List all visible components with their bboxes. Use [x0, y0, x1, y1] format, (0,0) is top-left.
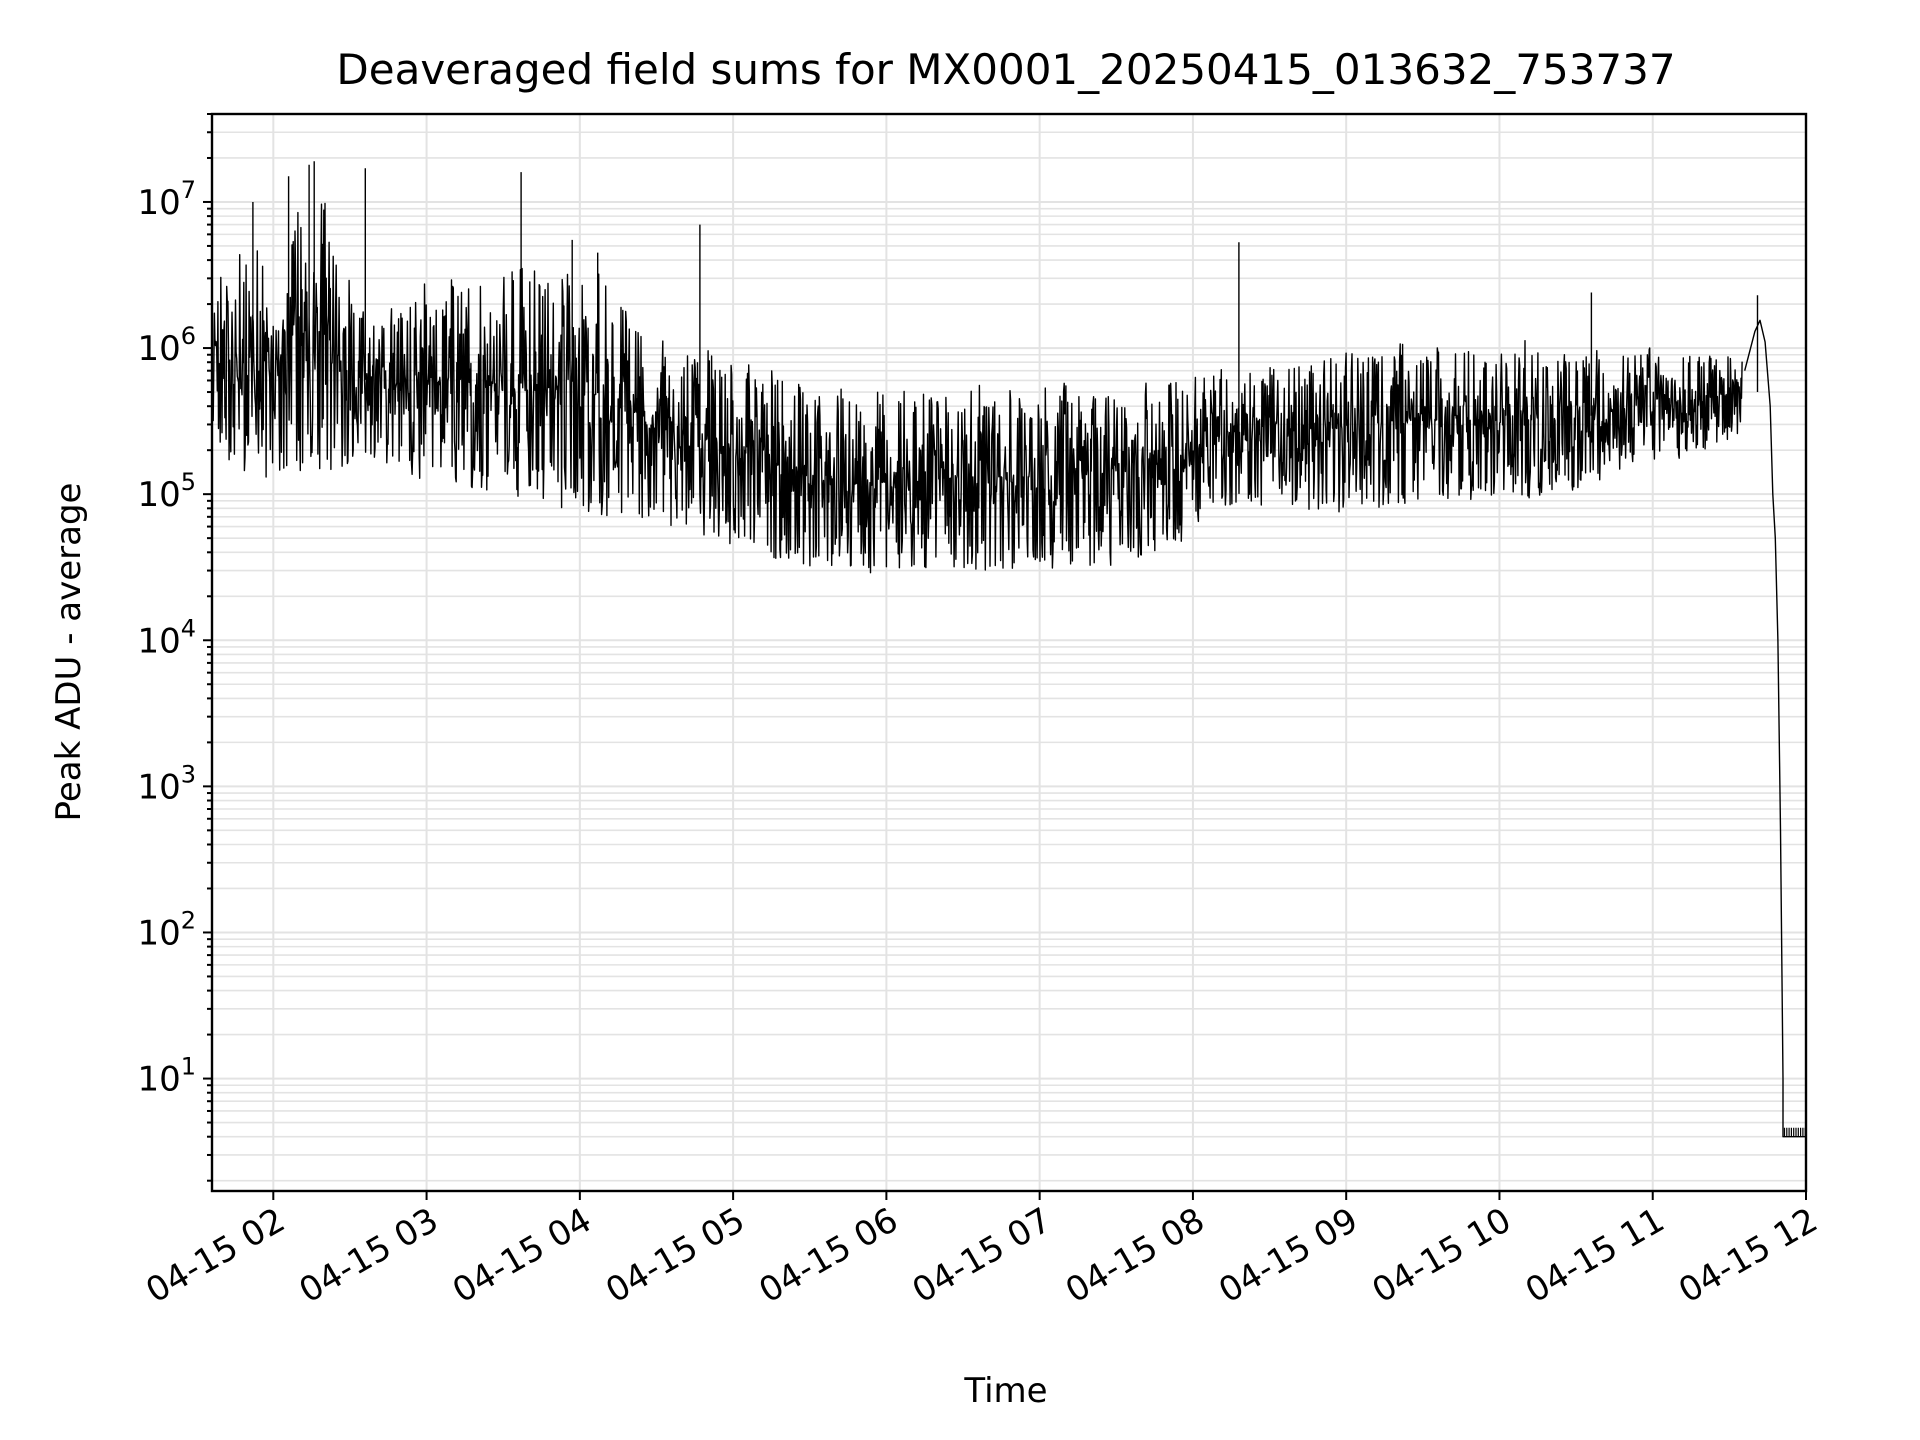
y-tick-label: 104 — [137, 614, 196, 661]
y-tick-label: 107 — [137, 176, 196, 223]
y-tick-label: 102 — [137, 906, 196, 953]
y-tick-label: 103 — [137, 760, 196, 807]
y-tick-label: 101 — [137, 1053, 196, 1100]
series-tail-comb — [1783, 1127, 1806, 1137]
y-tick-label: 106 — [137, 322, 196, 369]
data-line-layer — [211, 161, 1806, 1138]
chart-title: Deaveraged field sums for MX0001_2025041… — [336, 45, 1675, 94]
x-axis-label: Time — [963, 1371, 1047, 1411]
grid — [212, 113, 1807, 1191]
y-axis: 101 102 103 104 105 106 107 — [137, 113, 212, 1182]
series-line — [211, 161, 1806, 1138]
y-axis-label: Peak ADU - average — [49, 483, 89, 822]
y-tick-label: 105 — [137, 468, 196, 515]
plot-frame — [210, 112, 1808, 1193]
